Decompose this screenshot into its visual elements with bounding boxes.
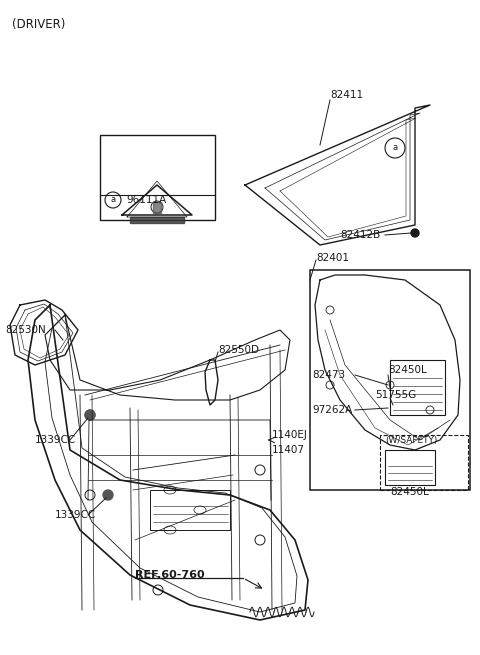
Text: 82530N: 82530N: [5, 325, 46, 335]
Text: 82450L: 82450L: [391, 487, 430, 497]
Text: 82411: 82411: [330, 90, 363, 100]
Bar: [390, 360, 445, 415]
Text: 82473: 82473: [312, 370, 345, 380]
Bar: [150, 490, 230, 530]
Polygon shape: [130, 217, 184, 223]
Text: 1339CC: 1339CC: [55, 510, 96, 520]
Text: 97262A: 97262A: [312, 405, 352, 415]
Text: (DRIVER): (DRIVER): [12, 18, 65, 31]
Circle shape: [411, 229, 419, 237]
Text: 82401: 82401: [316, 253, 349, 263]
Bar: [310, 270, 470, 490]
Text: a: a: [393, 143, 397, 153]
Text: REF.60-760: REF.60-760: [135, 570, 204, 580]
Circle shape: [103, 490, 113, 500]
Text: 82412B: 82412B: [340, 230, 380, 240]
Text: (W/SAFETY): (W/SAFETY): [385, 436, 437, 445]
Text: 82550D: 82550D: [218, 345, 259, 355]
Text: 82450L: 82450L: [388, 365, 427, 375]
Text: 11407: 11407: [272, 445, 305, 455]
Bar: [385, 450, 435, 485]
Bar: [380, 435, 468, 490]
Text: 51755G: 51755G: [375, 390, 416, 400]
Text: 1140EJ: 1140EJ: [272, 430, 308, 440]
Circle shape: [85, 410, 95, 420]
Bar: [100, 135, 215, 220]
Text: a: a: [110, 195, 116, 204]
Polygon shape: [153, 202, 161, 213]
Text: 1339CC: 1339CC: [35, 435, 76, 445]
Text: 96111A: 96111A: [126, 195, 166, 205]
